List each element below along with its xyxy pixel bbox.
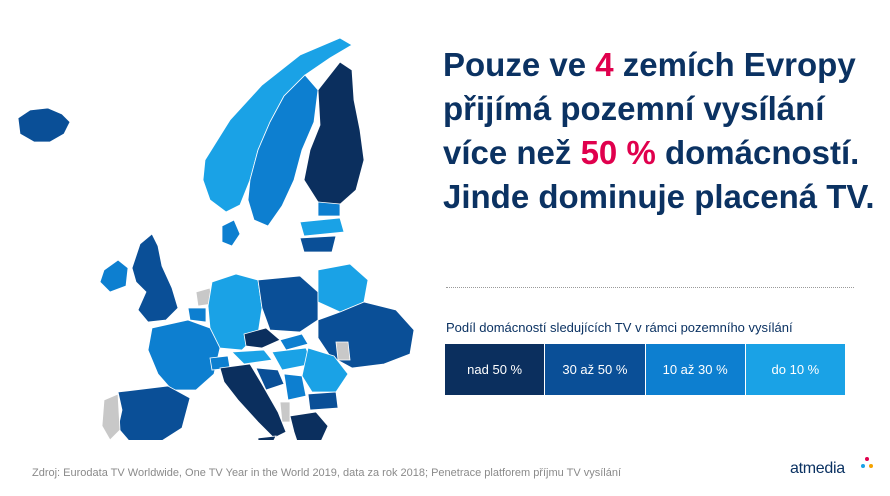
headline-highlight-count: 4 — [595, 46, 614, 83]
map-country-portugal — [101, 393, 121, 440]
map-country-poland — [257, 275, 319, 333]
legend-title: Podíl domácností sledujících TV v rámci … — [446, 320, 793, 335]
map-country-sweden — [247, 74, 319, 227]
map-country-ireland — [99, 259, 129, 293]
map-country-slovakia — [279, 333, 309, 351]
map-country-croatia — [255, 367, 285, 391]
map-country-greece — [289, 411, 329, 440]
map-country-lithuania — [299, 235, 337, 253]
headline-highlight-percent: 50 % — [580, 134, 656, 171]
map-country-latvia — [299, 217, 345, 237]
source-note: Zdroj: Eurodata TV Worldwide, One TV Yea… — [32, 467, 622, 479]
logo-dots-icon — [861, 457, 873, 468]
europe-map — [17, 37, 415, 440]
headline: Pouze ve 4 zemích Evropy přijímá pozemní… — [443, 43, 883, 219]
map-country-belgium — [187, 307, 207, 323]
map-country-bulgaria — [307, 391, 339, 411]
map-country-albania — [279, 401, 291, 423]
map-country-france — [147, 319, 221, 391]
map-country-estonia — [317, 201, 341, 217]
map-country-finland — [303, 61, 365, 207]
legend-item-10-30: 10 až 30 % — [645, 344, 746, 395]
map-country-italy — [219, 363, 287, 439]
map-country-serbia — [283, 373, 307, 401]
map-country-austria — [231, 349, 273, 365]
legend-item-30-50: 30 až 50 % — [545, 344, 646, 395]
divider — [446, 287, 854, 288]
atmedia-logo: atmedia — [790, 460, 845, 477]
headline-part-2: zemích Evropy přijímá pozemní vysílání v… — [443, 46, 856, 171]
map-country-spain — [117, 385, 191, 440]
headline-part-1: Pouze ve — [443, 46, 596, 83]
map-country-sicily — [257, 435, 277, 440]
legend: nad 50 % 30 až 50 % 10 až 30 % do 10 % — [445, 344, 845, 395]
headline-part-3: domácností. Jinde dominuje placená TV. — [443, 134, 875, 215]
map-country-moldova — [335, 341, 351, 361]
map-country-denmark — [221, 219, 241, 247]
map-country-iceland — [17, 107, 71, 143]
map-country-uk — [131, 233, 179, 323]
legend-item-above-50: nad 50 % — [445, 344, 546, 395]
map-country-czech — [243, 327, 281, 349]
legend-item-below-10: do 10 % — [745, 344, 845, 395]
